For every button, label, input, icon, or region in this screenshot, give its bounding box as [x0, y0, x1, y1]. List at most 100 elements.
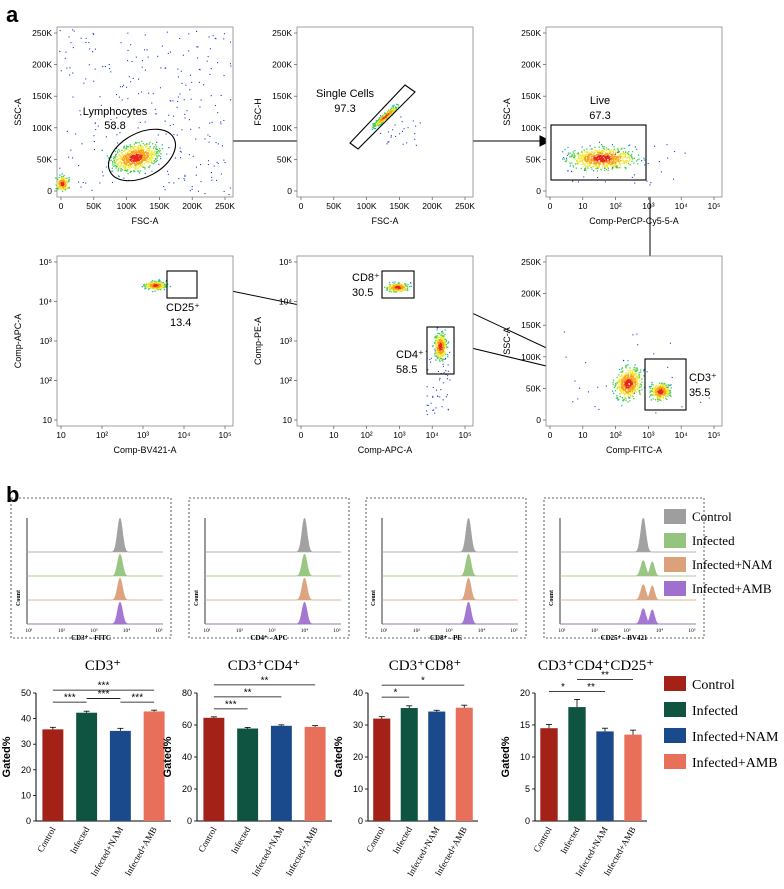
- event-dot: [388, 114, 390, 116]
- event-dot: [65, 188, 67, 190]
- event-dot: [133, 157, 135, 159]
- event-dot: [78, 181, 80, 183]
- event-dot: [135, 157, 137, 159]
- event-dot: [613, 392, 615, 395]
- event-dot: [137, 151, 139, 153]
- event-dot: [614, 384, 616, 387]
- event-dot: [160, 281, 162, 283]
- event-dot: [586, 162, 588, 164]
- event-dot: [407, 284, 409, 286]
- event-dot: [631, 381, 634, 383]
- event-dot: [614, 159, 617, 161]
- y-tick-label: 100K: [521, 352, 541, 362]
- event-dot: [146, 154, 149, 156]
- event-dot: [147, 283, 149, 285]
- event-dot: [604, 157, 606, 159]
- event-dot: [658, 391, 660, 393]
- event-dot: [63, 178, 66, 180]
- x-tick-label: 10⁴: [675, 201, 688, 211]
- event-dot: [601, 155, 603, 157]
- event-dot: [147, 285, 150, 287]
- event-dot: [599, 162, 601, 164]
- event-dot: [387, 111, 389, 113]
- event-dot: [59, 30, 61, 32]
- event-dot: [154, 286, 156, 288]
- event-dot: [169, 100, 171, 102]
- event-dot: [132, 154, 134, 157]
- event-dot: [117, 170, 119, 172]
- event-dot: [119, 165, 121, 167]
- x-tick-label: 150K: [149, 201, 169, 211]
- event-dot: [66, 185, 68, 187]
- event-dot: [140, 164, 142, 166]
- y-tick-label: 10: [43, 415, 53, 425]
- event-dot: [128, 154, 130, 156]
- event-dot: [169, 124, 171, 126]
- event-dot: [404, 284, 407, 286]
- event-dot: [587, 167, 589, 169]
- event-dot: [406, 288, 409, 290]
- event-dot: [611, 163, 613, 165]
- event-dot: [120, 155, 122, 157]
- event-dot: [129, 159, 131, 161]
- event-dot: [437, 357, 439, 360]
- histogram-infected-amb: [205, 601, 341, 625]
- event-dot: [177, 76, 179, 78]
- event-dot: [400, 283, 402, 285]
- event-dot: [665, 391, 667, 393]
- event-dot: [437, 395, 439, 397]
- event-dot: [627, 377, 629, 379]
- y-tick-label: 0: [525, 816, 530, 826]
- event-dot: [59, 174, 61, 176]
- histogram-control: [560, 517, 696, 553]
- event-dot: [595, 154, 598, 156]
- x-tick-label: 10¹: [25, 628, 33, 634]
- event-dot: [655, 393, 657, 395]
- event-dot: [435, 343, 437, 345]
- event-dot: [426, 410, 428, 412]
- event-dot: [611, 165, 613, 167]
- event-dot: [658, 384, 660, 386]
- y-tick-label: 200K: [521, 60, 541, 70]
- event-dot: [441, 350, 443, 352]
- event-dot: [184, 179, 186, 181]
- event-dot: [388, 110, 390, 112]
- event-dot: [436, 329, 438, 331]
- event-dot: [101, 171, 103, 173]
- event-dot: [392, 129, 394, 131]
- event-dot: [72, 29, 74, 31]
- event-dot: [60, 184, 63, 186]
- event-dot: [616, 167, 618, 169]
- bar-infected-nam: [596, 731, 614, 821]
- event-dot: [590, 159, 592, 161]
- event-dot: [145, 284, 147, 286]
- y-axis-label: Count: [16, 590, 22, 606]
- event-dot: [140, 165, 142, 167]
- event-dot: [596, 156, 599, 158]
- event-dot: [586, 158, 589, 161]
- event-dot: [110, 118, 112, 120]
- event-dot: [137, 163, 140, 165]
- event-dot: [378, 125, 380, 127]
- event-dot: [623, 377, 625, 380]
- event-dot: [149, 282, 151, 284]
- event-dot: [189, 74, 191, 76]
- event-dot: [618, 158, 620, 160]
- x-tick-label: 10³: [268, 628, 276, 634]
- event-dot: [616, 388, 619, 390]
- event-dot: [632, 395, 634, 398]
- event-dot: [381, 121, 383, 123]
- event-dot: [574, 150, 576, 152]
- event-dot: [652, 391, 654, 393]
- event-dot: [658, 161, 660, 163]
- event-dot: [389, 284, 391, 286]
- event-dot: [651, 388, 654, 390]
- event-dot: [396, 286, 399, 288]
- histogram-control: [205, 517, 341, 553]
- event-dot: [150, 159, 152, 161]
- event-dot: [67, 181, 69, 183]
- event-dot: [439, 352, 441, 354]
- event-dot: [620, 163, 622, 165]
- event-dot: [635, 375, 637, 377]
